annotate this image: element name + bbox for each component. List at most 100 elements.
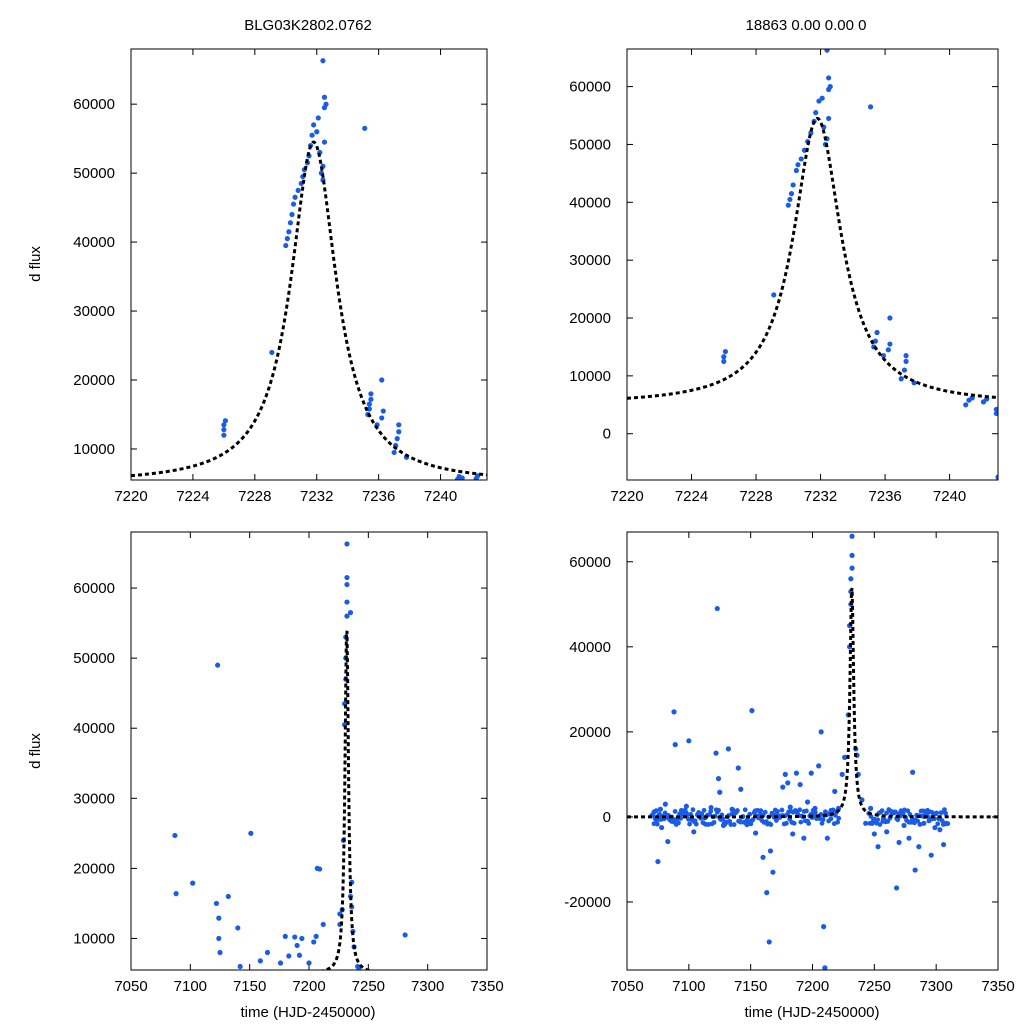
- data-point: [269, 349, 275, 356]
- data-point: [812, 805, 818, 812]
- data-point: [321, 139, 328, 145]
- data-point: [738, 786, 744, 792]
- data-point: [257, 958, 263, 964]
- data-point: [943, 810, 948, 816]
- data-point: [323, 101, 329, 107]
- data-point: [286, 953, 292, 959]
- data-point: [813, 110, 819, 116]
- panel-bottom-right: time (HJD-2450000) 7050 7100 7150 7200 7250 7…: [564, 531, 1015, 1021]
- data-point: [804, 808, 809, 814]
- data-point: [934, 810, 940, 816]
- data-point: [798, 819, 804, 825]
- data-point: [871, 831, 877, 837]
- data-point: [819, 95, 825, 101]
- axis-ticks: 7050 7100 7150 7200 7250 7300 7350 10000 20000 30…: [73, 532, 504, 995]
- y-tick-label: 10000: [73, 930, 115, 947]
- data-point: [816, 763, 822, 769]
- data-point: [696, 810, 702, 816]
- data-point: [928, 852, 934, 858]
- data-point: [290, 201, 297, 207]
- data-point: [788, 191, 795, 197]
- data-point: [221, 427, 227, 433]
- data-point: [362, 125, 368, 131]
- data-point: [898, 376, 904, 382]
- data-point: [221, 422, 227, 428]
- plot-frame: [626, 48, 999, 481]
- data-point: [735, 765, 741, 771]
- data-point: [859, 797, 865, 803]
- data-point: [762, 809, 768, 815]
- data-point: [651, 809, 657, 815]
- data-point: [380, 408, 386, 414]
- data-point: [221, 432, 227, 438]
- data-point: [901, 367, 908, 373]
- data-point: [910, 769, 916, 775]
- data-point: [868, 805, 874, 812]
- data-point: [295, 187, 301, 193]
- data-point: [248, 830, 254, 836]
- data-point: [320, 921, 326, 928]
- data-point: [912, 867, 918, 873]
- data-point: [676, 820, 681, 826]
- data-point: [344, 599, 350, 605]
- x-tick-label: 7232: [300, 488, 333, 505]
- data-point: [887, 341, 893, 347]
- data-point: [225, 893, 231, 900]
- data-point: [299, 935, 305, 942]
- x-tick-label: 7300: [919, 978, 952, 995]
- data-point: [826, 115, 832, 122]
- data-point: [832, 788, 838, 794]
- x-tick-label: 7150: [734, 978, 767, 995]
- data-point: [287, 220, 294, 226]
- data-point: [938, 810, 944, 816]
- y-tick-label: -20000: [564, 894, 611, 911]
- x-tick-label: 7150: [233, 978, 266, 995]
- data-point: [801, 835, 807, 841]
- data-point: [313, 933, 319, 939]
- data-point: [237, 963, 243, 970]
- x-tick-label: 7228: [238, 488, 271, 505]
- data-point: [172, 832, 178, 839]
- data-point: [711, 820, 717, 825]
- data-point: [678, 807, 685, 814]
- data-point: [750, 817, 756, 823]
- y-tick-label: 60000: [569, 554, 611, 571]
- chart-title: BLG03K2802.0762: [244, 17, 372, 34]
- data-point: [309, 132, 315, 138]
- data-point: [906, 835, 912, 841]
- y-tick-label: 40000: [73, 234, 115, 251]
- y-tick-label: 20000: [569, 724, 611, 741]
- data-point: [828, 816, 834, 822]
- data-point: [671, 709, 677, 715]
- model-fit-line: [318, 630, 375, 970]
- x-tick-label: 7350: [981, 978, 1014, 995]
- x-tick-label: 7200: [292, 978, 325, 995]
- data-point: [715, 776, 722, 782]
- data-point: [735, 808, 740, 813]
- data-point: [344, 581, 350, 588]
- y-tick-label: 20000: [73, 372, 115, 389]
- y-tick-label: 10000: [569, 368, 611, 385]
- data-point: [657, 806, 663, 812]
- data-point: [690, 807, 696, 813]
- data-point: [826, 75, 832, 81]
- y-tick-label: 30000: [569, 252, 611, 269]
- data-point: [173, 891, 179, 897]
- data-point: [344, 574, 350, 581]
- data-point: [672, 809, 678, 814]
- data-point: [714, 605, 720, 612]
- data-point: [713, 750, 719, 756]
- x-tick-label: 7220: [114, 488, 147, 505]
- data-point: [770, 869, 776, 875]
- data-point: [314, 129, 320, 135]
- data-point: [863, 820, 869, 826]
- data-layer: [627, 533, 998, 970]
- x-tick-label: 7250: [858, 978, 891, 995]
- y-tick-label: 50000: [73, 650, 115, 667]
- data-point: [877, 822, 883, 827]
- data-point: [842, 754, 848, 760]
- data-point: [835, 819, 841, 825]
- data-point: [394, 436, 400, 442]
- data-point: [797, 807, 803, 813]
- data-point: [320, 58, 326, 64]
